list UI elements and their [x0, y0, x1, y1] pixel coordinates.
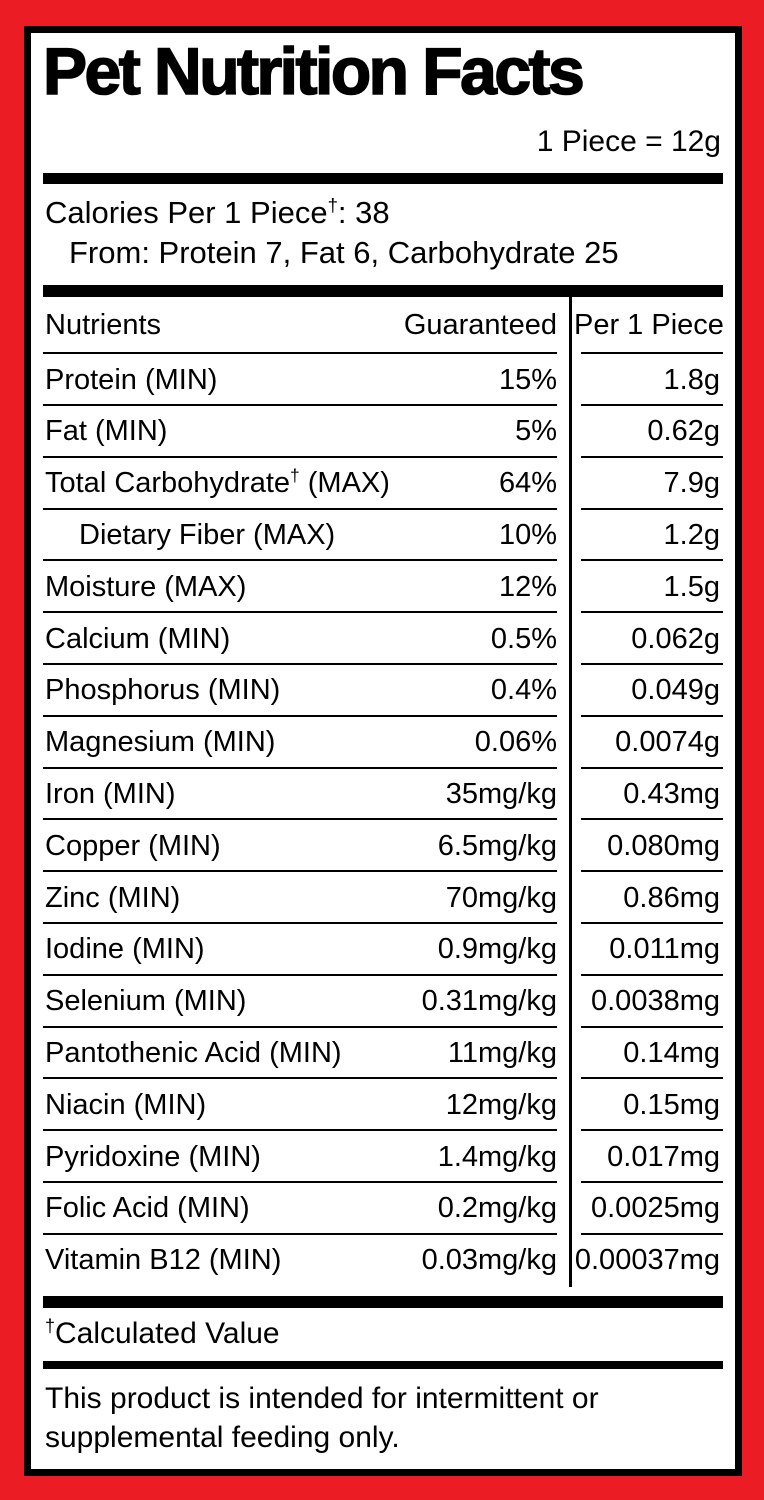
table-row: Moisture (MAX) 12% 1.5g [43, 561, 723, 614]
thick-divider-bottom [43, 1295, 723, 1308]
per-piece-value: 0.62g [569, 406, 723, 458]
per-piece-value: 0.00037mg [569, 1234, 723, 1287]
table-row: Dietary Fiber (MAX) 10% 1.2g [43, 509, 723, 562]
nutrients-table: Protein (MIN) 15% 1.8g Fat (MIN) 5% 0.62… [43, 354, 723, 1287]
nutrient-name: Copper (MIN) [45, 829, 221, 862]
table-row: Fat (MIN) 5% 0.62g [43, 406, 723, 458]
calories-breakdown: From: Protein 7, Fat 6, Carbohydrate 25 [69, 234, 619, 270]
per-piece-value: 0.0074g [569, 716, 723, 769]
column-header-per-piece: Per 1 Piece [569, 297, 727, 355]
per-piece-value: 1.8g [569, 354, 723, 407]
guaranteed-value: 12mg/kg [445, 1088, 557, 1121]
per-piece-value: 1.5g [569, 561, 723, 614]
nutrient-name: Phosphorus (MIN) [45, 674, 281, 707]
nutrient-name: Zinc (MIN) [45, 881, 181, 914]
guaranteed-value: 0.5% [490, 622, 557, 655]
guaranteed-value: 70mg/kg [445, 881, 557, 914]
per-piece-value: 0.0038mg [569, 975, 723, 1028]
nutrient-name: Moisture (MAX) [45, 570, 247, 603]
per-piece-value: 0.86mg [569, 872, 723, 924]
guaranteed-value: 0.4% [490, 674, 557, 707]
nutrient-name: Vitamin B12 (MIN) [45, 1244, 282, 1277]
guaranteed-value: 12% [498, 570, 557, 603]
per-piece-value: 0.049g [569, 665, 723, 717]
table-row: Protein (MIN) 15% 1.8g [43, 354, 723, 407]
feeding-disclaimer: This product is intended for intermitten… [45, 1381, 599, 1455]
nutrient-name: Fat (MIN) [45, 415, 168, 448]
table-row: Magnesium (MIN) 0.06% 0.0074g [43, 716, 723, 769]
table-row: Niacin (MIN) 12mg/kg 0.15mg [43, 1079, 723, 1132]
table-header-left: Nutrients Guaranteed [43, 297, 569, 354]
thick-divider-table [43, 285, 723, 298]
per-piece-value: 0.15mg [569, 1079, 723, 1132]
nutrient-name: Iron (MIN) [45, 777, 176, 810]
guaranteed-value: 0.06% [474, 726, 557, 759]
nutrient-name: Total Carbohydrate† (MAX) [45, 465, 390, 500]
table-row: Pantothenic Acid (MIN) 11mg/kg 0.14mg [43, 1027, 723, 1080]
per-piece-value: 0.14mg [569, 1027, 723, 1080]
guaranteed-value: 15% [498, 363, 557, 396]
calculated-value-footnote: †Calculated Value [45, 1315, 280, 1350]
table-row: Copper (MIN) 6.5mg/kg 0.080mg [43, 820, 723, 873]
per-piece-value: 0.062g [569, 613, 723, 665]
nutrient-name: Pantothenic Acid (MIN) [45, 1036, 342, 1069]
nutrient-name: Selenium (MIN) [45, 985, 247, 1018]
table-row: Iron (MIN) 35mg/kg 0.43mg [43, 768, 723, 821]
table-row: Phosphorus (MIN) 0.4% 0.049g [43, 665, 723, 717]
per-piece-value: 1.2g [569, 509, 723, 562]
serving-size: 1 Piece = 12g [536, 124, 721, 158]
per-piece-value: 0.017mg [569, 1131, 723, 1183]
table-row: Folic Acid (MIN) 0.2mg/kg 0.0025mg [43, 1182, 723, 1235]
per-piece-value: 0.43mg [569, 768, 723, 821]
nutrient-name: Iodine (MIN) [45, 933, 205, 966]
thick-divider-top [43, 172, 723, 184]
guaranteed-value: 6.5mg/kg [437, 829, 557, 862]
nutrient-name: Magnesium (MIN) [45, 726, 276, 759]
nutrition-facts-panel: Pet Nutrition Facts 1 Piece = 12g Calori… [24, 26, 742, 1476]
guaranteed-value: 0.31mg/kg [421, 985, 557, 1018]
calories-line: Calories Per 1 Piece†: 38 [45, 194, 390, 230]
table-row: Zinc (MIN) 70mg/kg 0.86mg [43, 872, 723, 924]
per-piece-value: 7.9g [569, 457, 723, 510]
thin-divider-footer [43, 1360, 723, 1369]
table-row: Selenium (MIN) 0.31mg/kg 0.0038mg [43, 975, 723, 1028]
nutrient-name: Folic Acid (MIN) [45, 1192, 250, 1225]
per-piece-value: 0.011mg [569, 923, 723, 976]
table-row: Iodine (MIN) 0.9mg/kg 0.011mg [43, 923, 723, 976]
guaranteed-value: 64% [498, 467, 557, 500]
nutrient-name: Pyridoxine (MIN) [45, 1140, 261, 1173]
panel-title: Pet Nutrition Facts [42, 34, 585, 108]
guaranteed-value: 0.03mg/kg [421, 1244, 557, 1277]
table-row: Vitamin B12 (MIN) 0.03mg/kg 0.00037mg [43, 1234, 723, 1287]
calories-section: Calories Per 1 Piece†: 38 From: Protein … [43, 184, 723, 286]
guaranteed-value: 1.4mg/kg [437, 1140, 557, 1173]
table-row: Pyridoxine (MIN) 1.4mg/kg 0.017mg [43, 1131, 723, 1183]
nutrient-name: Dietary Fiber (MAX) [79, 519, 336, 551]
guaranteed-value: 10% [498, 519, 557, 551]
guaranteed-value: 5% [515, 415, 557, 448]
per-piece-value: 0.0025mg [569, 1182, 723, 1235]
column-header-guaranteed: Guaranteed [403, 309, 557, 342]
guaranteed-value: 35mg/kg [445, 777, 557, 810]
guaranteed-value: 11mg/kg [447, 1036, 557, 1069]
table-header-row: Nutrients Guaranteed Per 1 Piece [43, 297, 724, 355]
guaranteed-value: 0.2mg/kg [437, 1192, 557, 1225]
nutrient-name: Calcium (MIN) [45, 622, 231, 655]
nutrient-name: Protein (MIN) [45, 363, 218, 396]
guaranteed-value: 0.9mg/kg [437, 933, 557, 966]
column-header-nutrients: Nutrients [45, 309, 162, 342]
table-row: Total Carbohydrate† (MAX) 64% 7.9g [43, 457, 723, 510]
table-row: Calcium (MIN) 0.5% 0.062g [43, 613, 723, 665]
nutrient-name: Niacin (MIN) [45, 1088, 207, 1121]
per-piece-value: 0.080mg [569, 820, 723, 873]
